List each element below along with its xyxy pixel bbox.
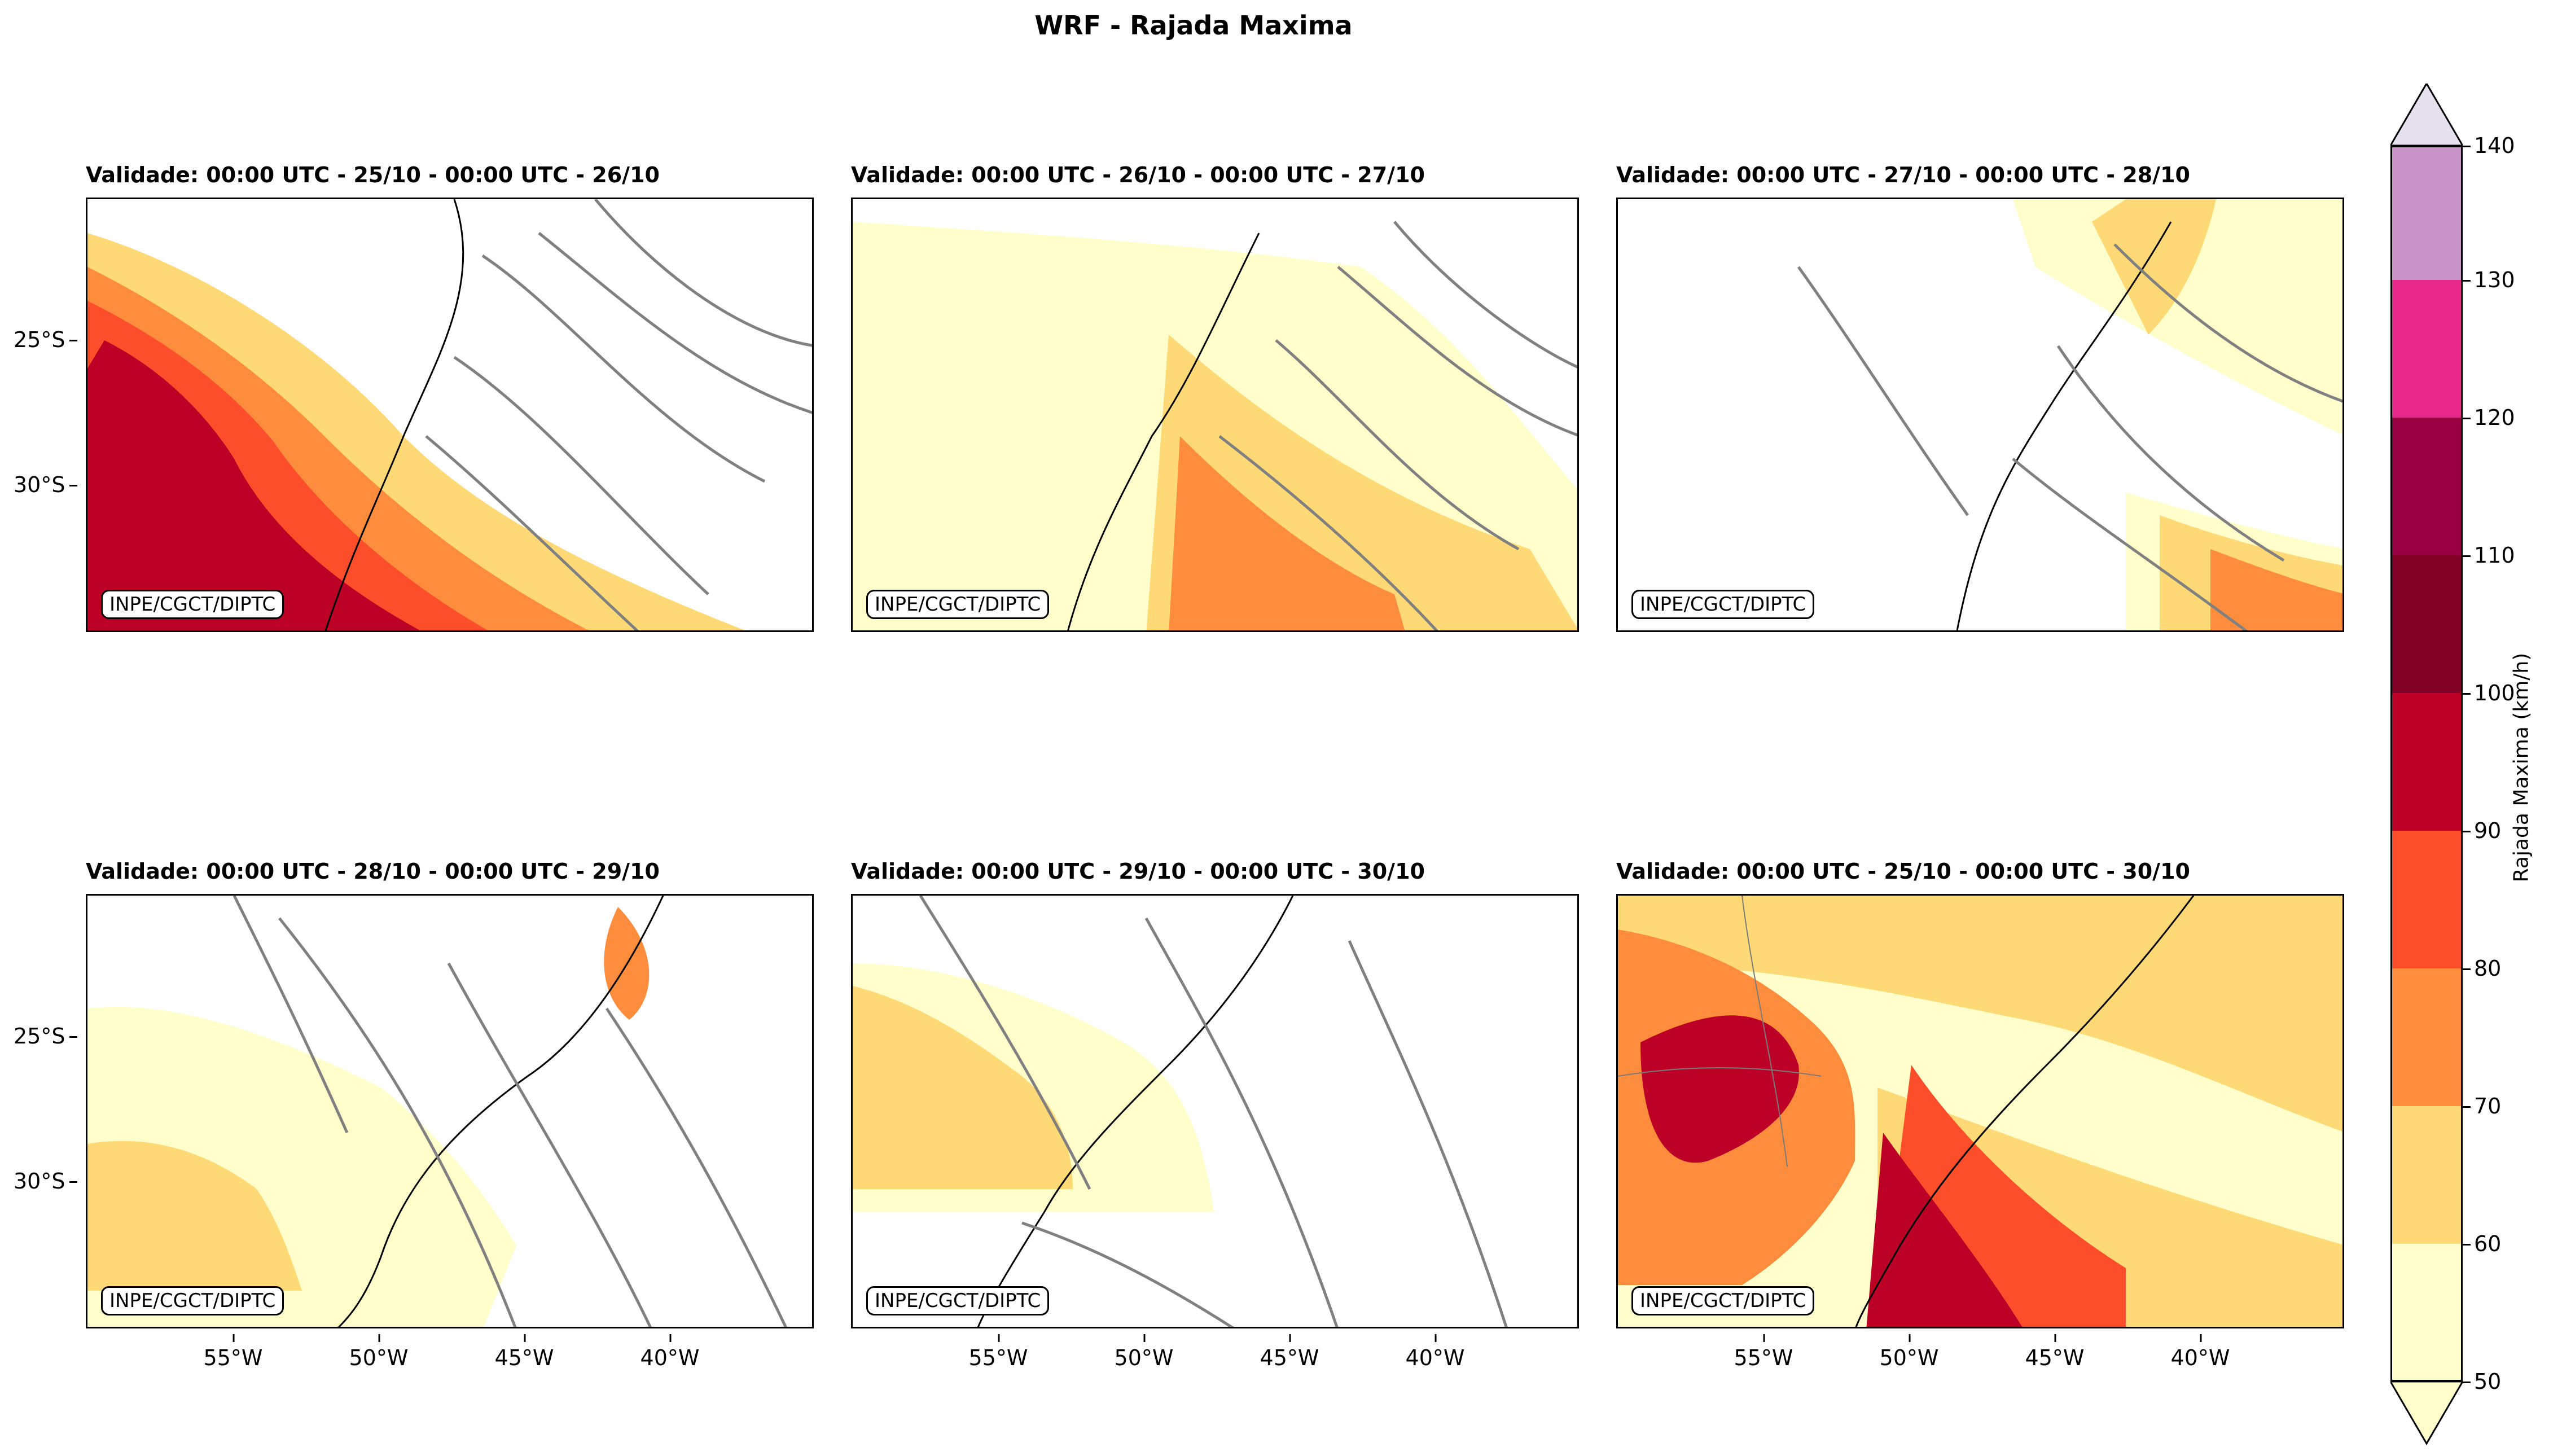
- streamlines: [1218, 221, 1577, 630]
- panel-title: Validade: 00:00 UTC - 26/10 - 00:00 UTC …: [851, 163, 1425, 187]
- colorbar-extend-top: [2390, 84, 2463, 147]
- colorbar-bin-50-60: [2390, 1244, 2463, 1382]
- coastline: [1067, 233, 1260, 630]
- gust-field-60: [853, 986, 1073, 1189]
- lat-tick-25s: 25°S: [14, 1024, 78, 1049]
- colorbar-bin-90-100: [2390, 693, 2463, 831]
- colorbar-bin-120-130: [2390, 280, 2463, 418]
- map-panel-4: Validade: 00:00 UTC - 28/10 - 00:00 UTC …: [14, 859, 814, 1370]
- map-area: INPE/CGCT/DIPTC: [1616, 198, 2344, 632]
- lon-tick-40w: 40°W: [1405, 1334, 1465, 1370]
- colorbar-tick: 100: [2463, 681, 2515, 705]
- lat-tick-25s: 25°S: [14, 327, 78, 352]
- colorbar-tick: 90: [2462, 818, 2502, 843]
- colorbar-tick: 130: [2463, 267, 2515, 292]
- map-panel-1: Validade: 00:00 UTC - 25/10 - 00:00 UTC …: [14, 163, 814, 632]
- credit-badge: INPE/CGCT/DIPTC: [1631, 590, 1815, 619]
- gust-field-60: [1618, 896, 2342, 1132]
- map-area: INPE/CGCT/DIPTC: [851, 894, 1579, 1328]
- panel-title: Validade: 00:00 UTC - 25/10 - 00:00 UTC …: [86, 163, 660, 187]
- state-borders: [1618, 896, 1822, 1167]
- credit-badge: INPE/CGCT/DIPTC: [866, 1286, 1050, 1315]
- colorbar-tick: 70: [2462, 1094, 2502, 1119]
- lon-tick-55w: 55°W: [203, 1334, 263, 1370]
- coastline: [337, 896, 664, 1327]
- colorbar: 50 60 70 80 90 100 110 120 130 140: [2390, 84, 2515, 1449]
- colorbar-tick: 140: [2463, 133, 2515, 158]
- colorbar-bin-70-80: [2390, 968, 2463, 1106]
- colorbar-bin-80-90: [2390, 831, 2463, 968]
- lat-tick-30s: 30°S: [14, 1169, 78, 1194]
- panel-title: Validade: 00:00 UTC - 29/10 - 00:00 UTC …: [851, 859, 1425, 884]
- map-panel-2: Validade: 00:00 UTC - 26/10 - 00:00 UTC …: [851, 163, 1579, 632]
- lon-tick-45w: 45°W: [2025, 1334, 2085, 1370]
- map-area: INPE/CGCT/DIPTC: [86, 198, 814, 632]
- gust-field-90b: [1866, 1133, 2023, 1327]
- lon-tick-55w: 55°W: [968, 1334, 1028, 1370]
- credit-badge: INPE/CGCT/DIPTC: [101, 590, 284, 619]
- lat-tick-30s: 30°S: [14, 472, 78, 497]
- credit-badge: INPE/CGCT/DIPTC: [101, 1286, 284, 1315]
- colorbar-tick: 120: [2463, 405, 2515, 430]
- panel-title: Validade: 00:00 UTC - 27/10 - 00:00 UTC …: [1616, 163, 2190, 187]
- streamlines: [425, 199, 812, 630]
- lon-tick-40w: 40°W: [640, 1334, 700, 1370]
- map-panel-6: Validade: 00:00 UTC - 25/10 - 00:00 UTC …: [1616, 859, 2344, 1370]
- colorbar-frame: [2390, 146, 2463, 1382]
- streamlines: [919, 896, 1508, 1327]
- colorbar-bin-100-110: [2390, 555, 2463, 693]
- lon-tick-45w: 45°W: [494, 1334, 554, 1370]
- panel-title: Validade: 00:00 UTC - 28/10 - 00:00 UTC …: [86, 859, 660, 884]
- gust-field-90: [1640, 1015, 1799, 1163]
- lon-tick-50w: 50°W: [1879, 1334, 1939, 1370]
- coastline: [1956, 221, 2172, 630]
- map-area: INPE/CGCT/DIPTC: [86, 894, 814, 1328]
- lon-tick-50w: 50°W: [349, 1334, 409, 1370]
- colorbar-tick: 80: [2462, 956, 2502, 981]
- gust-field-50: [2013, 199, 2342, 435]
- coastline: [977, 896, 1294, 1327]
- colorbar-bin-130-140: [2390, 146, 2463, 280]
- map-area: INPE/CGCT/DIPTC: [1616, 894, 2344, 1328]
- coastline: [324, 199, 464, 630]
- gust-field-70b: [2210, 549, 2342, 630]
- colorbar-extend-bottom: [2390, 1380, 2463, 1445]
- lon-tick-45w: 45°W: [1260, 1334, 1319, 1370]
- panel-title: Validade: 00:00 UTC - 25/10 - 00:00 UTC …: [1616, 859, 2190, 884]
- streamlines: [232, 896, 787, 1327]
- lon-tick-40w: 40°W: [2170, 1334, 2230, 1370]
- colorbar-tick: 110: [2463, 543, 2515, 568]
- gust-field-60: [2092, 199, 2216, 335]
- credit-badge: INPE/CGCT/DIPTC: [1631, 1286, 1815, 1315]
- lon-tick-50w: 50°W: [1114, 1334, 1174, 1370]
- credit-badge: INPE/CGCT/DIPTC: [866, 590, 1050, 619]
- colorbar-bin-60-70: [2390, 1106, 2463, 1244]
- map-panel-5: Validade: 00:00 UTC - 29/10 - 00:00 UTC …: [851, 859, 1579, 1370]
- coastline: [1855, 896, 2195, 1327]
- colorbar-tick: 50: [2462, 1369, 2502, 1394]
- map-panel-3: Validade: 00:00 UTC - 27/10 - 00:00 UTC …: [1616, 163, 2344, 632]
- gust-field-90: [87, 340, 420, 630]
- lon-tick-55w: 55°W: [1734, 1334, 1793, 1370]
- colorbar-label: Rajada Maxima (km/h): [2510, 652, 2533, 883]
- colorbar-tick: 60: [2462, 1231, 2502, 1256]
- streamlines: [1797, 243, 2342, 630]
- gust-field-60: [87, 1141, 302, 1291]
- map-area: INPE/CGCT/DIPTC: [851, 198, 1579, 632]
- figure-title: WRF - Rajada Maxima: [1034, 10, 1353, 41]
- gust-field-70: [1169, 436, 1405, 630]
- colorbar-bin-110-120: [2390, 418, 2463, 555]
